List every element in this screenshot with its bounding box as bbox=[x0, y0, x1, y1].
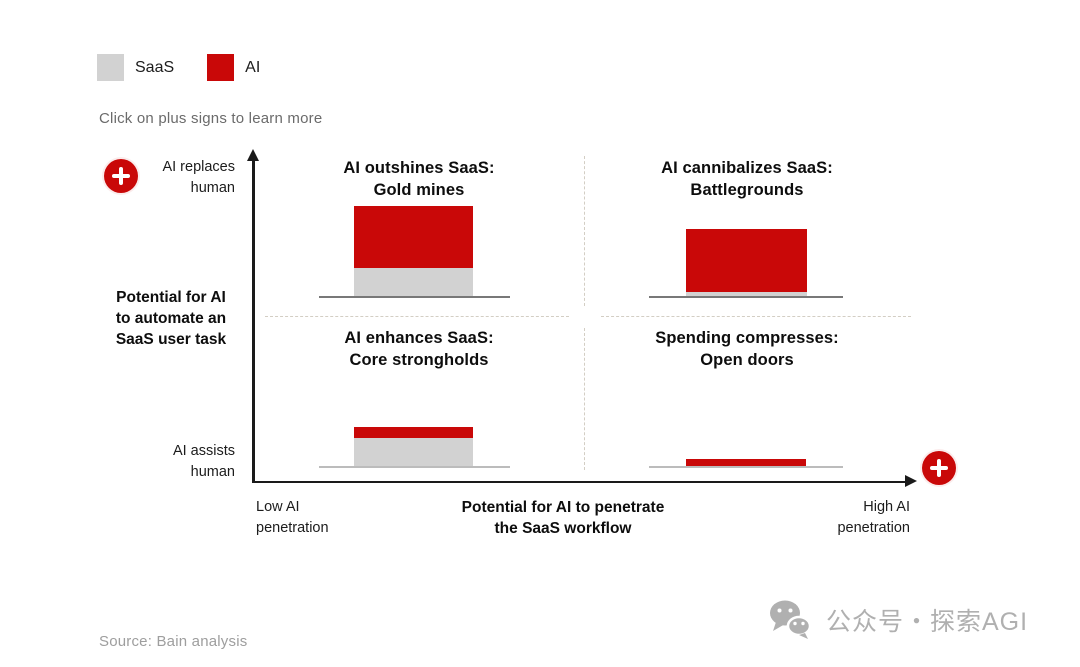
x-axis-left-label: Low AI penetration bbox=[256, 499, 329, 536]
quadrant-title-battlegrounds: AI cannibalizes SaaS: Battlegrounds bbox=[661, 159, 833, 199]
quadrant-title-core-strongholds: AI enhances SaaS: Core strongholds bbox=[344, 329, 494, 369]
wechat-watermark: 公众号・探索AGI bbox=[768, 598, 1028, 642]
stacked-bar-gold-mines bbox=[354, 206, 473, 296]
x-axis-arrowhead-icon bbox=[905, 475, 917, 487]
y-axis-arrowhead-icon bbox=[246, 149, 259, 161]
bar-segment-ai bbox=[354, 427, 473, 438]
stacked-bar-core-strongholds bbox=[354, 427, 473, 466]
y-axis-bottom-label: AI assists human bbox=[172, 443, 235, 480]
plus-button-ai-replaces-human[interactable] bbox=[104, 159, 138, 193]
y-axis-line bbox=[252, 160, 255, 482]
source-note: Source: Bain analysis bbox=[99, 633, 248, 650]
x-axis-right-label: High AI penetration bbox=[837, 499, 910, 536]
x-axis-line bbox=[252, 480, 907, 483]
bar-segment-saas bbox=[686, 292, 807, 296]
bar-baseline bbox=[649, 296, 843, 298]
legend: SaaS AI bbox=[97, 54, 282, 81]
instruction-text: Click on plus signs to learn more bbox=[99, 110, 323, 127]
wechat-icon bbox=[770, 600, 812, 639]
legend-swatch-saas bbox=[97, 54, 124, 81]
stacked-bar-open-doors bbox=[686, 459, 806, 466]
quadrant-divider-horizontal bbox=[601, 316, 911, 317]
bar-segment-saas bbox=[354, 268, 473, 296]
bar-segment-saas bbox=[354, 438, 473, 466]
x-axis-title: Potential for AI to penetrate the SaaS w… bbox=[461, 499, 665, 537]
bar-segment-ai bbox=[354, 206, 473, 268]
quadrant-divider-horizontal bbox=[265, 316, 569, 317]
y-axis-title: Potential for AI to automate an SaaS use… bbox=[115, 289, 227, 348]
bar-segment-ai bbox=[686, 459, 806, 466]
bar-baseline bbox=[319, 296, 510, 298]
quadrant-title-gold-mines: AI outshines SaaS: Gold mines bbox=[343, 159, 495, 199]
bar-baseline bbox=[319, 466, 510, 468]
legend-label-ai: AI bbox=[245, 58, 261, 76]
quadrant-divider-vertical bbox=[584, 328, 585, 470]
quadrant-title-open-doors: Spending compresses: Open doors bbox=[655, 329, 839, 369]
plus-icon bbox=[119, 167, 123, 185]
stacked-bar-battlegrounds bbox=[686, 229, 807, 296]
watermark-text: 公众号・探索AGI bbox=[826, 608, 1029, 636]
plus-icon bbox=[937, 459, 941, 477]
legend-swatch-ai bbox=[207, 54, 235, 81]
bar-segment-ai bbox=[686, 229, 807, 292]
legend-label-saas: SaaS bbox=[135, 58, 175, 76]
quadrant-divider-vertical bbox=[584, 156, 585, 306]
y-axis-top-label: AI replaces human bbox=[162, 159, 235, 196]
plus-button-high-ai-penetration[interactable] bbox=[922, 451, 956, 485]
bar-baseline bbox=[649, 466, 843, 468]
